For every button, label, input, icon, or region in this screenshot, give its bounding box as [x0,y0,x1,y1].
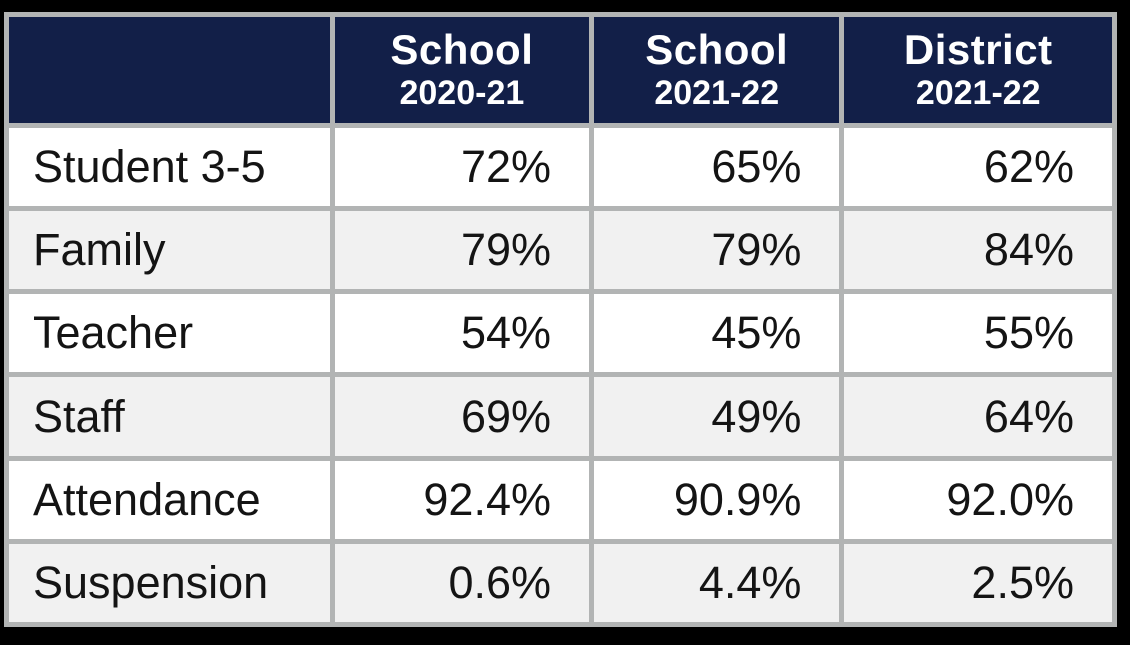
cell-value: 92.0% [839,455,1117,544]
header-row: School 2020-21 School 2021-22 District 2… [4,12,1117,128]
table-row-teacher: Teacher 54% 45% 55% [4,289,1117,378]
table-row-staff: Staff 69% 49% 64% [4,372,1117,461]
cell-value: 92.4% [329,455,595,544]
cell-value: 4.4% [589,538,845,628]
cell-value: 49% [589,372,845,461]
row-label: Teacher [4,289,335,378]
table-row-family: Family 79% 79% 84% [4,206,1117,295]
table-row-student-3-5: Student 3-5 72% 65% 62% [4,122,1117,212]
header-cell-empty [4,12,335,128]
row-label: Family [4,206,335,295]
survey-metrics-table-frame: School 2020-21 School 2021-22 District 2… [4,12,1117,628]
cell-value: 64% [839,372,1117,461]
column-subtitle: 2020-21 [399,74,525,113]
table-row-suspension: Suspension 0.6% 4.4% 2.5% [4,538,1117,628]
column-subtitle: 2021-22 [654,74,780,113]
cell-value: 0.6% [329,538,595,628]
cell-value: 2.5% [839,538,1117,628]
cell-value: 84% [839,206,1117,295]
row-label: Attendance [4,455,335,544]
cell-value: 79% [329,206,595,295]
cell-value: 72% [329,122,595,212]
header-cell-school-2021-22: School 2021-22 [589,12,845,128]
table-row-attendance: Attendance 92.4% 90.9% 92.0% [4,455,1117,544]
cell-value: 79% [589,206,845,295]
cell-value: 62% [839,122,1117,212]
cell-value: 55% [839,289,1117,378]
survey-metrics-table: School 2020-21 School 2021-22 District 2… [4,12,1117,628]
header-cell-district-2021-22: District 2021-22 [839,12,1117,128]
row-label: Staff [4,372,335,461]
row-label: Student 3-5 [4,122,335,212]
column-title: School [645,26,789,74]
cell-value: 69% [329,372,595,461]
row-label: Suspension [4,538,335,628]
cell-value: 65% [589,122,845,212]
column-subtitle: 2021-22 [915,74,1041,113]
cell-value: 90.9% [589,455,845,544]
header-cell-school-2020-21: School 2020-21 [329,12,595,128]
column-title: District [903,26,1053,74]
column-title: School [390,26,534,74]
cell-value: 54% [329,289,595,378]
cell-value: 45% [589,289,845,378]
